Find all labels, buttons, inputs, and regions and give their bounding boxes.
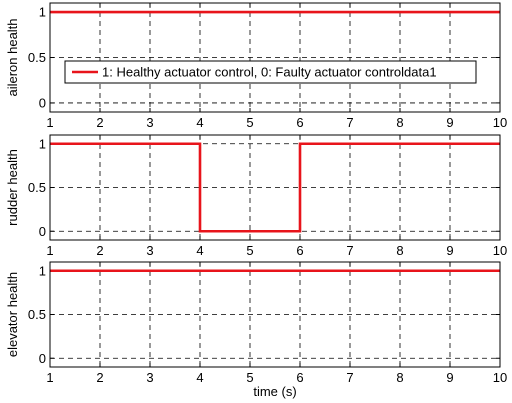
- subplot-1: 1 2 3 4 5 6 7 8 9 10 0 0.5 1 aileron health 1: Healthy…: [5, 2, 507, 130]
- x-tick-label: 5: [246, 370, 253, 385]
- x-tick-label: 8: [396, 243, 403, 258]
- x-tick-label: 7: [346, 370, 353, 385]
- x-tick-label: 4: [196, 243, 203, 258]
- legend: 1: Healthy actuator control, 0: Faulty a…: [64, 60, 477, 84]
- y-axis-label: elevator health: [5, 272, 20, 357]
- subplot-3: 1 2 3 4 5 6 7 8 9 10 0 0.5 1 elevator health time (s): [5, 261, 507, 399]
- x-tick-label: 9: [446, 370, 453, 385]
- x-tick-label: 7: [346, 243, 353, 258]
- x-tick-label: 6: [296, 370, 303, 385]
- x-tick-label: 4: [196, 370, 203, 385]
- y-tick-label: 0: [39, 95, 46, 110]
- series-line-1: [50, 142, 500, 233]
- x-tick-label: 4: [196, 115, 203, 130]
- y-tick-label: 1: [39, 136, 46, 151]
- subplot-2: 1 2 3 4 5 6 7 8 9 10 0 0.5 1 rudder health: [5, 134, 507, 258]
- x-tick-label: 10: [493, 115, 507, 130]
- y-axis-label: rudder health: [5, 149, 20, 226]
- x-axis-label: time (s): [253, 384, 296, 399]
- x-tick-label: 8: [396, 370, 403, 385]
- y-tick-label: 0: [39, 351, 46, 366]
- x-tick-label: 1: [46, 370, 53, 385]
- y-tick-label: 0.5: [28, 50, 46, 65]
- x-tick-label: 3: [146, 115, 153, 130]
- x-tick-label: 7: [346, 115, 353, 130]
- x-tick-label: 2: [96, 370, 103, 385]
- x-tick-label: 1: [46, 243, 53, 258]
- y-axis-label: aileron health: [5, 18, 20, 96]
- x-tick-label: 9: [446, 243, 453, 258]
- x-tick-label: 10: [493, 243, 507, 258]
- y-tick-label: 0: [39, 224, 46, 239]
- x-tick-label: 8: [396, 115, 403, 130]
- x-tick-label: 6: [296, 115, 303, 130]
- x-tick-label: 3: [146, 370, 153, 385]
- x-tick-label: 10: [493, 370, 507, 385]
- x-tick-label: 1: [46, 115, 53, 130]
- x-tick-label: 2: [96, 243, 103, 258]
- x-tick-label: 3: [146, 243, 153, 258]
- y-tick-label: 1: [39, 5, 46, 20]
- x-tick-label: 2: [96, 115, 103, 130]
- legend-box: [64, 60, 477, 84]
- axes-frame: [49, 134, 501, 241]
- x-tick-label: 5: [246, 115, 253, 130]
- legend-label: 1: Healthy actuator control, 0: Faulty a…: [102, 65, 437, 80]
- y-tick-label: 0.5: [28, 307, 46, 322]
- axes-frame: [49, 261, 501, 368]
- x-tick-label: 5: [246, 243, 253, 258]
- x-tick-label: 6: [296, 243, 303, 258]
- y-tick-label: 0.5: [28, 180, 46, 195]
- y-tick-label: 1: [39, 263, 46, 278]
- axes-frame: [49, 2, 501, 113]
- x-tick-label: 9: [446, 115, 453, 130]
